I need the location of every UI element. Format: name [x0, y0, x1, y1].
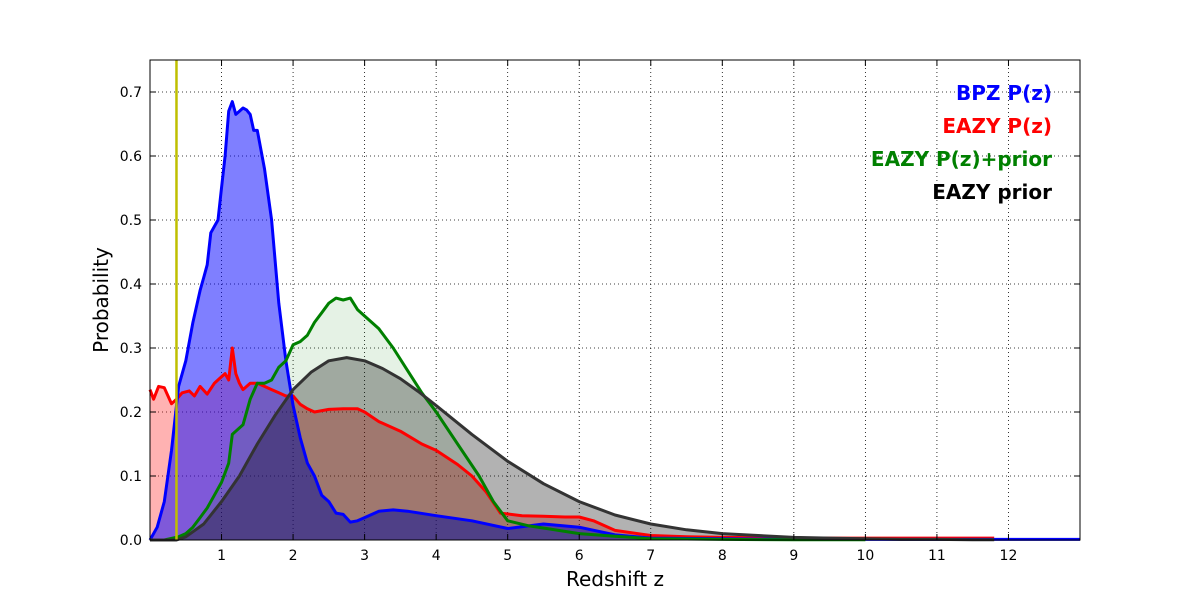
x-tick-label: 10 [856, 548, 874, 564]
x-tick-label: 4 [432, 548, 441, 564]
x-tick-label: 2 [289, 548, 298, 564]
area-eazy-p-z-prior [150, 298, 866, 540]
y-tick-label: 0.6 [120, 149, 142, 165]
line-eazy-p-z [148, 346, 995, 540]
area-bpz-p-z [150, 101, 1080, 540]
x-tick-label: 8 [718, 548, 727, 564]
x-tick-label: 3 [360, 548, 369, 564]
y-tick-label: 0.3 [120, 341, 142, 357]
y-tick-label: 0.0 [120, 533, 142, 549]
area-eazy-prior [150, 357, 995, 540]
x-tick-label: 9 [789, 548, 798, 564]
x-tick-label: 7 [646, 548, 655, 564]
x-tick-label: 5 [503, 548, 512, 564]
plot-frame [149, 59, 1081, 541]
area-eazy-p-z [150, 348, 995, 540]
legend-entry: EAZY P(z)+prior [871, 147, 1052, 171]
x-tick-label: 12 [1000, 548, 1018, 564]
legend-entry: BPZ P(z) [956, 81, 1052, 105]
y-axis-ticks: 0.0 0.1 0.2 0.3 0.4 0.5 0.6 0.7 [120, 85, 1080, 549]
legend-entry: EAZY prior [932, 180, 1052, 204]
x-tick-label: 11 [928, 548, 946, 564]
line-eazy-p-z-prior [150, 296, 866, 542]
y-tick-label: 0.2 [120, 405, 142, 421]
grid [150, 60, 1080, 540]
legend-entry: EAZY P(z) [942, 114, 1052, 138]
x-axis-ticks: 1 2 3 4 5 6 7 8 9 10 11 12 [217, 60, 1017, 564]
series-lines [148, 100, 1080, 542]
y-tick-label: 0.4 [120, 277, 142, 293]
y-tick-label: 0.7 [120, 85, 142, 101]
series-areas [150, 101, 1080, 540]
x-axis-label: Redshift z [566, 567, 664, 591]
y-axis-label: Probability [89, 247, 113, 353]
x-tick-label: 1 [217, 548, 226, 564]
y-tick-label: 0.1 [120, 469, 142, 485]
line-eazy-prior [150, 356, 995, 542]
x-tick-label: 6 [575, 548, 584, 564]
legend: BPZ P(z) EAZY P(z) EAZY P(z)+prior EAZY pri… [871, 81, 1052, 204]
y-tick-label: 0.5 [120, 213, 142, 229]
